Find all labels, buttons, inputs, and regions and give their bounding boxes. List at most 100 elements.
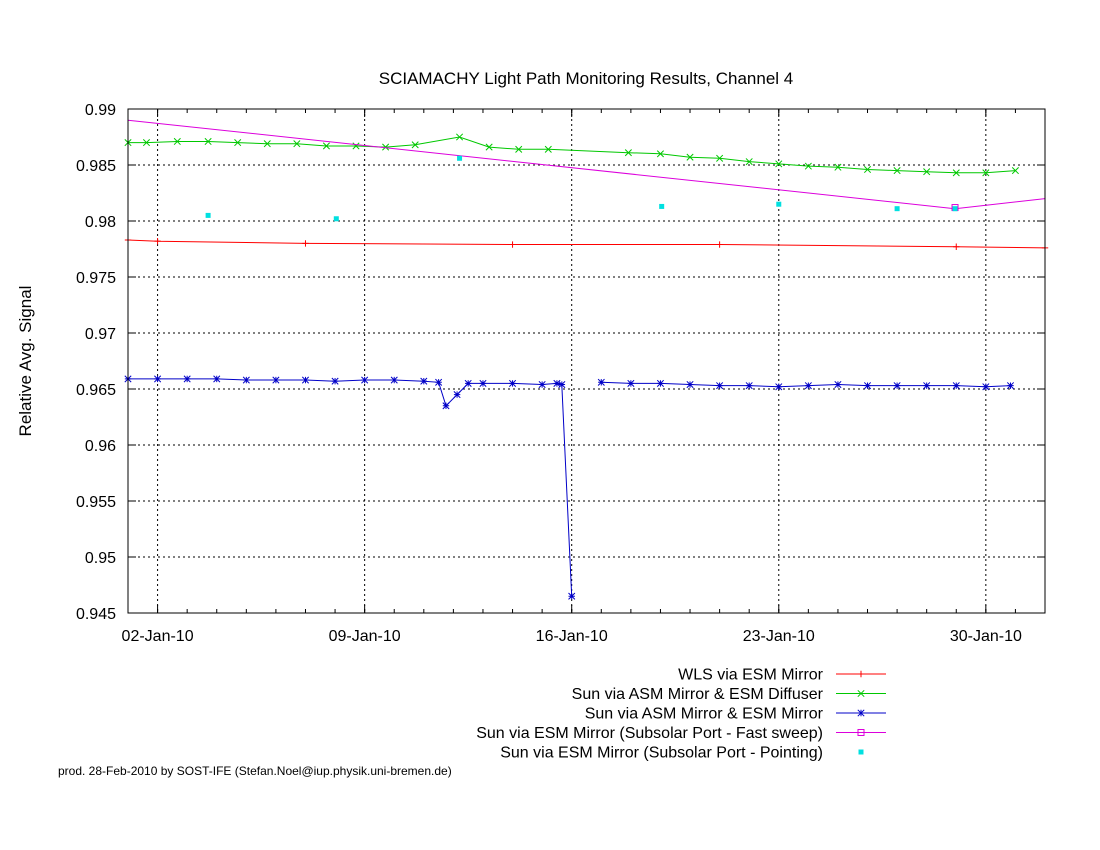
data-point: [627, 379, 635, 387]
data-point: [361, 376, 369, 384]
data-point: [509, 241, 516, 248]
data-point: [154, 375, 162, 383]
data-point: [464, 379, 472, 387]
data-point: [893, 167, 901, 175]
data-point: [952, 169, 960, 177]
data-point: [923, 382, 931, 390]
legend-label: Sun via ESM Mirror (Subsolar Port - Poin…: [500, 745, 823, 762]
data-point: [435, 378, 443, 386]
grid-lines: [128, 109, 1045, 613]
data-point: [804, 162, 812, 170]
data-point: [382, 143, 390, 151]
data-point: [775, 383, 783, 391]
data-point: [716, 241, 723, 248]
legend-label: WLS via ESM Mirror: [678, 667, 824, 684]
legend: WLS via ESM Mirror Sun via ASM Mirror & E…: [476, 667, 886, 762]
data-point: [893, 382, 901, 390]
data-point: [411, 141, 419, 149]
data-point: [597, 378, 605, 386]
data-point: [894, 206, 900, 212]
data-point: [834, 163, 842, 171]
plot-area: [128, 109, 1045, 613]
data-point: [515, 145, 523, 153]
data-point: [213, 375, 221, 383]
data-point: [659, 203, 665, 209]
series-sun-via-asm-mirror-esm-mirror: [124, 375, 1015, 600]
y-tick-label: 0.96: [85, 438, 116, 455]
data-point: [745, 382, 753, 390]
y-axis-label: Relative Avg. Signal: [16, 286, 35, 437]
data-point: [716, 154, 724, 162]
data-point: [834, 380, 842, 389]
x-tick-label: 23-Jan-10: [743, 628, 815, 645]
data-point: [301, 376, 310, 384]
legend-marker: [857, 709, 865, 717]
data-point: [479, 379, 487, 387]
data-point: [154, 237, 161, 245]
x-axis: 02-Jan-10 09-Jan-10 16-Jan-10 23-Jan-10 30-J…: [122, 109, 1046, 645]
y-tick-label: 0.965: [76, 382, 116, 399]
y-tick-label: 0.945: [76, 606, 116, 623]
data-point: [293, 140, 301, 148]
legend-label: Sun via ASM Mirror & ESM Diffuser: [572, 686, 824, 703]
data-point: [544, 145, 552, 153]
legend-marker: [857, 729, 865, 736]
data-point: [686, 153, 694, 161]
data-point: [183, 375, 191, 383]
data-point: [716, 382, 724, 390]
data-point: [1011, 167, 1019, 175]
data-point: [390, 376, 398, 384]
series-sun-via-esm-mirror-subsolar-port-pointing: [205, 155, 958, 222]
data-point: [982, 383, 990, 391]
x-tick-label: 09-Jan-10: [329, 628, 401, 645]
data-point: [1006, 382, 1015, 390]
data-point: [302, 240, 309, 247]
data-point: [142, 139, 151, 147]
data-point: [553, 379, 561, 387]
data-point: [352, 142, 360, 150]
production-credit: prod. 28-Feb-2010 by SOST-IFE (Stefan.No…: [58, 764, 452, 778]
data-point: [272, 376, 280, 384]
data-point: [558, 380, 566, 389]
data-point: [863, 165, 872, 174]
data-point: [923, 168, 931, 176]
data-point: [775, 160, 783, 168]
plot-frame: [127, 108, 1046, 614]
legend-marker: [857, 670, 865, 678]
data-point: [804, 382, 812, 390]
data-point: [745, 158, 753, 166]
data-point: [686, 380, 694, 389]
y-tick-label: 0.98: [85, 214, 116, 231]
data-point: [538, 380, 546, 389]
data-point: [952, 206, 958, 212]
x-tick-label: 16-Jan-10: [536, 628, 608, 645]
legend-item: Sun via ESM Mirror (Subsolar Port - Poin…: [500, 745, 864, 762]
plot-border: [127, 108, 1046, 614]
data-point: [457, 155, 463, 161]
data-point: [442, 402, 450, 410]
chart-title: SCIAMACHY Light Path Monitoring Results,…: [379, 69, 794, 88]
series-layer: [124, 119, 1049, 600]
x-tick-label: 30-Jan-10: [950, 628, 1022, 645]
legend-item: Sun via ESM Mirror (Subsolar Port - Fast…: [476, 725, 886, 742]
plot-background: [128, 109, 1045, 613]
data-point: [242, 376, 250, 384]
data-point: [508, 379, 517, 387]
legend-item: WLS via ESM Mirror: [678, 667, 886, 684]
data-point: [776, 201, 782, 207]
x-tick-label: 02-Jan-10: [122, 628, 194, 645]
legend-marker: [858, 749, 864, 755]
data-point: [656, 379, 665, 387]
series-sun-via-asm-mirror-esm-diffuser: [124, 133, 1019, 177]
data-point: [982, 169, 990, 177]
y-tick-label: 0.99: [85, 102, 116, 119]
data-point: [453, 391, 461, 399]
legend-marker: [857, 689, 865, 698]
data-point: [624, 149, 632, 157]
data-point: [263, 140, 271, 148]
data-point: [173, 137, 181, 146]
data-point: [485, 143, 493, 151]
y-tick-label: 0.95: [85, 550, 116, 567]
y-tick-label: 0.955: [76, 494, 116, 511]
